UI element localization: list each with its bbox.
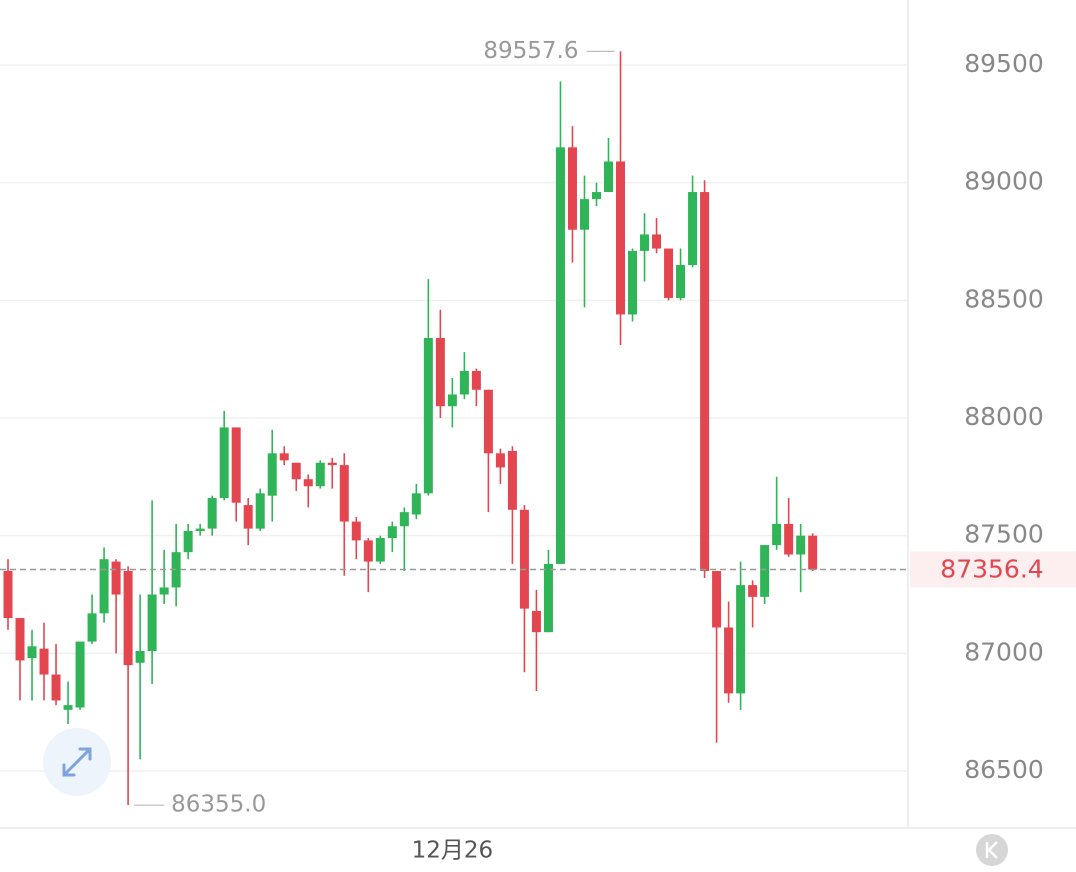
candle-body [291, 462, 301, 480]
candle-body [447, 394, 457, 407]
candle-body [231, 427, 241, 503]
candle-body [640, 234, 650, 251]
candle-body [147, 594, 157, 652]
candle-body [63, 705, 73, 710]
candle-body [279, 453, 289, 461]
candle-body [351, 521, 361, 541]
candle-body [616, 161, 626, 315]
candle-body [243, 505, 253, 529]
candle-body [796, 535, 806, 555]
candle-body [87, 613, 97, 642]
candle-body [423, 337, 433, 494]
candle-body [267, 453, 277, 496]
candle-body [171, 552, 181, 588]
candle-body [39, 648, 49, 675]
candle-body [99, 559, 109, 614]
candle-body [303, 479, 313, 487]
candle-body [207, 498, 217, 529]
candle-body [3, 570, 13, 619]
candle-body [700, 192, 710, 571]
candle-body [555, 147, 565, 564]
candle-body [531, 610, 541, 633]
candle-body [411, 493, 421, 515]
candle-body [567, 147, 577, 230]
extreme-label: 86355.0 [171, 792, 266, 818]
candle-body [375, 538, 385, 562]
candle-body [784, 523, 794, 555]
candle-body [748, 585, 758, 597]
candle-body [604, 161, 613, 193]
last-price-box [910, 551, 1076, 588]
candle-body [483, 389, 493, 454]
candle-body [111, 561, 121, 595]
candle-body [459, 370, 469, 395]
candle-body [760, 545, 770, 597]
candle-body [652, 234, 662, 249]
candle-body [363, 540, 373, 562]
candle-body [543, 563, 553, 633]
candle-body [712, 570, 722, 628]
expand-icon[interactable] [62, 747, 92, 777]
x-tick-label: 12月26 [412, 838, 494, 864]
candle-body [772, 523, 782, 546]
kline-button[interactable] [976, 834, 1008, 866]
kline-circle[interactable] [976, 834, 1008, 866]
y-tick-label: 87500 [964, 520, 1044, 549]
candle-body [628, 250, 638, 315]
candle-body [724, 627, 734, 694]
candle-body [519, 509, 529, 609]
expand-button[interactable] [43, 728, 111, 796]
y-tick-label: 89000 [964, 167, 1044, 196]
candle-body [808, 535, 818, 570]
candle-body [159, 587, 169, 595]
plot: 86500 87000 87500 88000 88500 89000 89500 12月26… [0, 38, 1076, 864]
candle-body [135, 651, 145, 663]
candle-body [736, 585, 746, 694]
candle-body [27, 646, 37, 659]
candle-body [676, 265, 686, 298]
candle-body [75, 641, 85, 708]
candle-body [15, 618, 25, 661]
kline-icon[interactable] [985, 841, 998, 859]
candle-body [195, 528, 205, 531]
candle-body [219, 427, 229, 499]
candle-body [51, 674, 61, 701]
candle-body [399, 512, 409, 527]
y-tick-label: 86500 [964, 755, 1044, 784]
candle-body [664, 248, 674, 298]
candle-body [315, 462, 325, 487]
candle-body [123, 570, 133, 666]
candle-body [688, 192, 698, 266]
last-price-label: 87356.4 [940, 554, 1043, 583]
candle-body [495, 453, 505, 468]
candle-body [591, 192, 601, 200]
candle-body [255, 493, 265, 529]
candle-body [435, 337, 445, 407]
candle-body [387, 526, 397, 539]
candle-body [327, 462, 337, 466]
y-tick-label: 88500 [964, 284, 1044, 313]
y-tick-label: 88000 [964, 402, 1044, 431]
extreme-label: 89557.6 [483, 38, 578, 64]
candle-body [507, 450, 517, 510]
y-tick-label: 89500 [964, 49, 1044, 78]
candle-body [471, 370, 481, 390]
y-tick-label: 87000 [964, 637, 1044, 666]
candle-body [579, 199, 589, 230]
candle-body [339, 465, 349, 522]
candle-body [183, 530, 193, 553]
